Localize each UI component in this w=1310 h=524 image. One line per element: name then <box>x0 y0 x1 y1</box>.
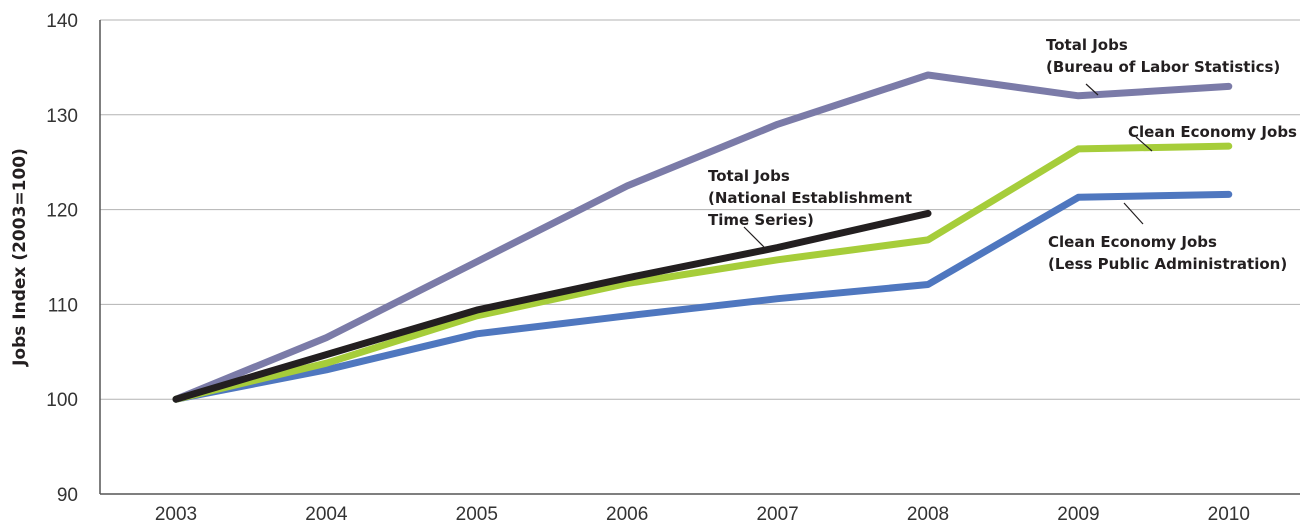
annotation-leader <box>1135 136 1153 152</box>
x-tick-labels: 2003 2004 2005 2006 2007 2008 2009 2010 <box>155 504 1250 524</box>
x-tick-label: 2008 <box>907 504 949 524</box>
x-tick-label: 2006 <box>606 504 648 524</box>
axes <box>99 20 1300 495</box>
series-lines <box>172 71 1233 403</box>
annotation-text: (National Establishment <box>708 189 912 207</box>
x-tick-label: 2004 <box>305 504 348 524</box>
series-line <box>172 209 932 403</box>
annotation-text: (Bureau of Labor Statistics) <box>1046 58 1280 76</box>
y-tick-label: 100 <box>46 390 78 411</box>
y-tick-labels: 90 100 110 120 130 140 <box>46 11 78 506</box>
x-tick-label: 2003 <box>155 504 197 524</box>
annotation-text: (Less Public Administration) <box>1048 255 1287 273</box>
annotation-leader <box>743 226 765 248</box>
y-tick-label: 90 <box>57 485 78 506</box>
y-tick-label: 130 <box>46 106 78 127</box>
x-tick-label: 2005 <box>456 504 498 524</box>
annotation-text: Total Jobs <box>708 167 790 185</box>
annotation-text: Total Jobs <box>1046 36 1128 54</box>
series-line <box>172 142 1233 403</box>
y-tick-label: 110 <box>48 295 78 316</box>
annotation-leader <box>1085 83 1099 96</box>
annotations: Total Jobs (Bureau of Labor Statistics) Cl… <box>708 36 1297 273</box>
y-axis-label: Jobs Index (2003=100) <box>10 148 30 367</box>
annotation-text: Time Series) <box>708 211 814 229</box>
x-tick-label: 2010 <box>1208 504 1250 524</box>
gridlines <box>100 19 1300 400</box>
series-line <box>172 71 1233 403</box>
series-line <box>172 190 1233 403</box>
x-tick-label: 2007 <box>756 504 798 524</box>
annotation-text: Clean Economy Jobs <box>1128 123 1297 141</box>
annotation-leader <box>1123 202 1144 225</box>
y-tick-label: 140 <box>46 11 78 32</box>
annotation-leaders <box>743 83 1153 248</box>
x-tick-label: 2009 <box>1057 504 1099 524</box>
annotation-text: Clean Economy Jobs <box>1048 233 1217 251</box>
y-tick-label: 120 <box>46 201 78 222</box>
